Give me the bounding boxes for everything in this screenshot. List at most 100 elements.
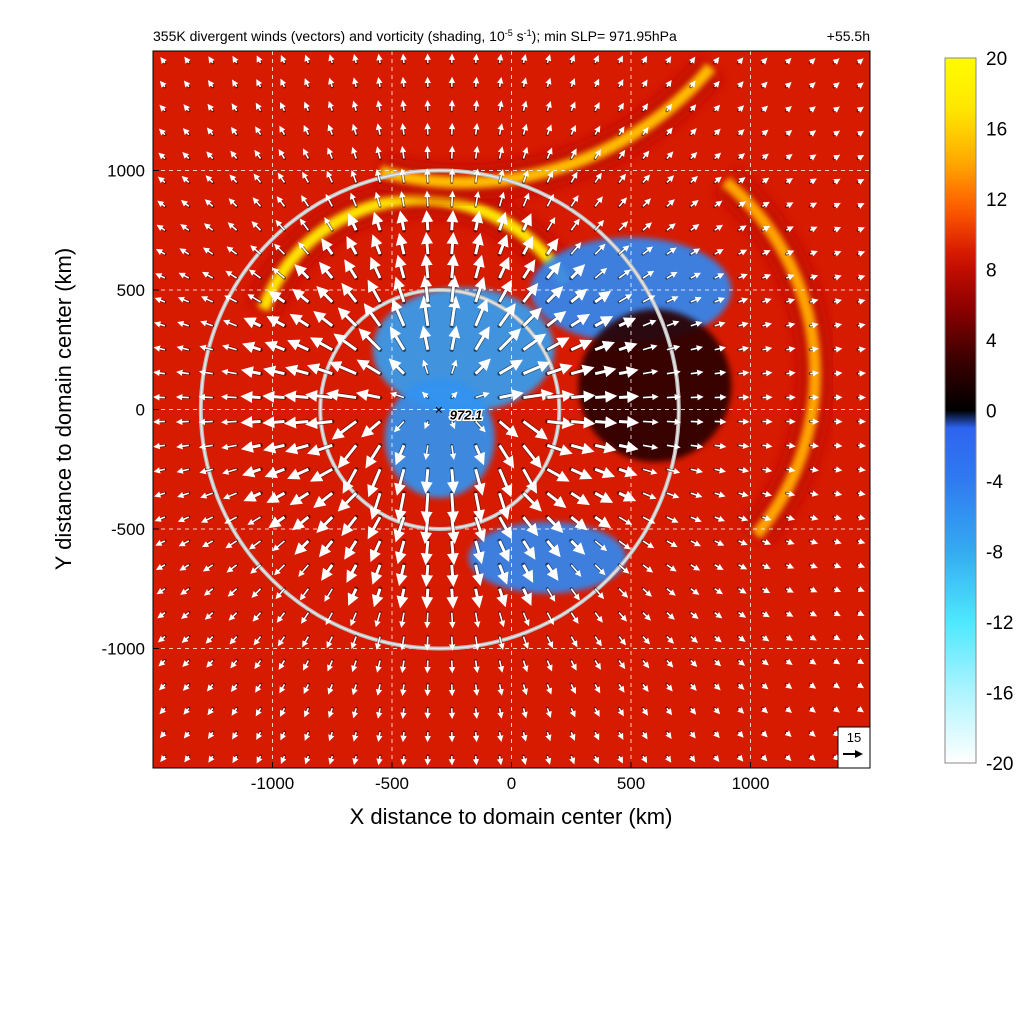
- wind-vector: [642, 319, 657, 327]
- wind-vector: [833, 490, 843, 497]
- wind-vector: [496, 588, 508, 608]
- wind-vector: [738, 635, 746, 642]
- wind-vector: [376, 708, 383, 719]
- wind-vector: [666, 223, 676, 231]
- wind-vector: [256, 55, 263, 64]
- wind-vector: [182, 128, 190, 136]
- wind-vector: [243, 317, 262, 329]
- wind-vector: [400, 755, 407, 766]
- wind-vector: [183, 731, 191, 739]
- wind-vector: [546, 124, 553, 135]
- colorbar-tick-label: 12: [986, 190, 1007, 211]
- wind-vector: [737, 129, 745, 136]
- wind-vector: [184, 755, 191, 763]
- wind-vector: [784, 706, 792, 714]
- wind-vector: [546, 515, 564, 533]
- wind-vector: [254, 149, 262, 160]
- wind-vector: [350, 612, 357, 627]
- wind-vector: [232, 79, 239, 88]
- wind-vector: [810, 346, 819, 353]
- wind-vector: [809, 274, 819, 281]
- wind-vector: [594, 466, 616, 479]
- wind-vector: [230, 683, 238, 693]
- wind-vector: [327, 101, 334, 112]
- wind-vector: [201, 516, 214, 523]
- wind-vector: [303, 124, 310, 135]
- wind-vector: [400, 99, 407, 111]
- wind-vector: [832, 106, 840, 113]
- wind-vector: [618, 490, 637, 502]
- wind-vector: [857, 562, 866, 569]
- wind-vector: [642, 683, 649, 693]
- wind-vector: [450, 359, 458, 374]
- wind-vector: [665, 755, 672, 763]
- colorbar-tick-label: -16: [986, 684, 1013, 705]
- wind-vector: [351, 660, 358, 673]
- wind-vector: [809, 226, 818, 233]
- wind-vector: [280, 755, 287, 764]
- wind-vector: [832, 130, 841, 137]
- wind-vector: [153, 369, 166, 377]
- wind-vector: [496, 211, 508, 231]
- wind-vector: [570, 242, 582, 255]
- wind-vector: [275, 219, 286, 231]
- wind-vector: [738, 273, 748, 280]
- wind-vector: [545, 54, 552, 64]
- wind-vector: [618, 391, 640, 403]
- wind-vector: [666, 564, 677, 572]
- wind-vector: [351, 684, 358, 696]
- wind-vector: [159, 731, 167, 739]
- x-tick-label: 1000: [732, 774, 770, 793]
- vorticity-band-northern-jet: [378, 63, 716, 189]
- wind-vector: [857, 634, 865, 640]
- wind-vector: [856, 58, 864, 65]
- wind-vector: [546, 443, 573, 456]
- wind-vector: [834, 466, 843, 473]
- wind-vector: [618, 636, 627, 646]
- wind-vector: [154, 297, 166, 304]
- wind-vector: [593, 55, 599, 64]
- wind-vector: [857, 322, 866, 329]
- wind-vector: [232, 731, 239, 740]
- wind-vector: [207, 80, 215, 88]
- colorbar-tick-label: 16: [986, 120, 1007, 141]
- wind-vector: [400, 76, 407, 87]
- wind-vector: [207, 731, 215, 739]
- wind-vector: [809, 610, 818, 617]
- wind-vector: [424, 190, 431, 207]
- wind-vector: [594, 267, 608, 279]
- wind-vector: [762, 466, 773, 474]
- wind-vector: [255, 707, 262, 717]
- wind-vector: [447, 274, 460, 303]
- wind-vector: [547, 417, 575, 430]
- wind-vector: [251, 588, 262, 598]
- wind-vector: [785, 586, 794, 593]
- wind-vector: [761, 129, 769, 137]
- wind-vector: [497, 684, 504, 696]
- wind-vector: [857, 226, 865, 233]
- wind-vector: [594, 540, 608, 552]
- wind-vector: [399, 612, 406, 628]
- wind-vector: [222, 344, 237, 351]
- vorticity-blob-core-negative: [384, 378, 495, 498]
- wind-vector: [738, 587, 747, 594]
- wind-vector: [618, 126, 625, 136]
- wind-vector: [689, 707, 697, 715]
- wind-vector: [546, 238, 559, 256]
- wind-vector: [522, 333, 547, 351]
- wind-vector: [279, 683, 286, 694]
- wind-vector: [226, 564, 238, 573]
- wind-vector: [350, 192, 357, 207]
- wind-vector: [250, 245, 262, 255]
- wind-vector: [690, 491, 703, 499]
- wind-vector: [498, 468, 513, 498]
- wind-vector: [690, 540, 701, 547]
- wind-vector: [642, 468, 658, 475]
- wind-vector: [594, 612, 603, 623]
- wind-vector: [252, 197, 262, 207]
- center-marker: ×: [435, 402, 443, 418]
- wind-vector: [785, 226, 794, 233]
- wind-vector: [522, 259, 536, 279]
- wind-vector: [545, 707, 552, 718]
